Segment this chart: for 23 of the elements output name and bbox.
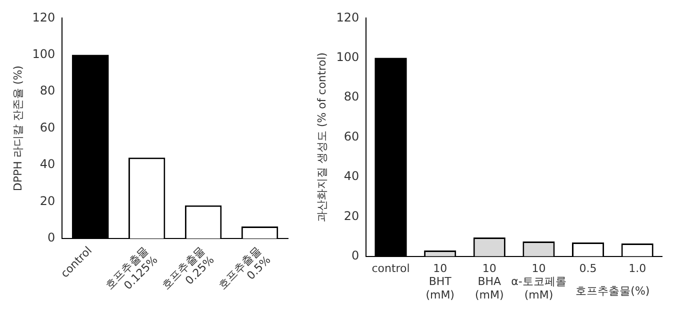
y-tick-label: 0 [47, 230, 56, 245]
y-tick-label: 60 [344, 129, 360, 144]
y-tick-label: 20 [344, 208, 360, 223]
y-tick-label: 80 [344, 90, 360, 104]
y-tick-label: 120 [336, 10, 360, 24]
y-tick-label: 40 [40, 157, 56, 172]
y-tick-label: 100 [336, 50, 360, 64]
x-tick-label: 10 BHA (mM) [474, 262, 504, 302]
y-tick-label: 80 [40, 84, 56, 98]
y-tick-label: 120 [32, 10, 56, 24]
x-tick-label: 1.0 [628, 262, 646, 275]
y-axis-title: DPPH 라디칼 잔존율 (%) [11, 66, 24, 192]
x-tick-label: control [372, 262, 410, 275]
y-tick-label: 100 [32, 47, 56, 62]
y-tick-label: 60 [40, 120, 56, 134]
x-tick-label: 10 BHT (mM) [426, 262, 454, 302]
x-tick-label: 0.5 [579, 262, 597, 275]
text: 호프추출물(%) [576, 284, 650, 298]
y-tick-label: 40 [344, 169, 360, 184]
y-axis-title: 과산화지질 생성도 (% of control) [315, 52, 328, 222]
x-tick-label: 10 α-토코페롤 (mM) [511, 262, 566, 302]
y-tick-label: 20 [40, 194, 56, 208]
y-tick-label: 0 [351, 248, 360, 263]
